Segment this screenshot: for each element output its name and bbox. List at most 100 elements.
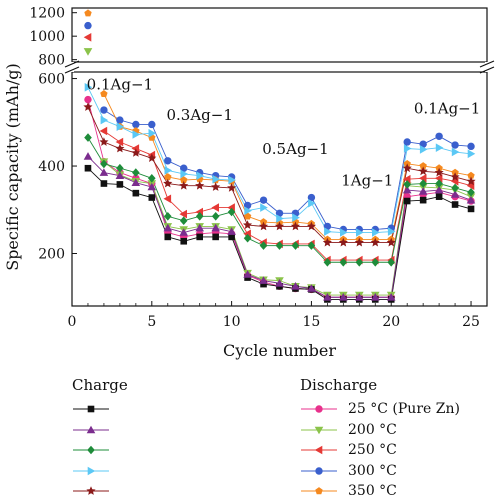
y-tick-label: 1000 [29, 29, 65, 45]
data-point [116, 163, 124, 173]
data-point [83, 102, 93, 111]
data-point [419, 145, 428, 154]
data-point [259, 276, 268, 284]
legend-swatch-marker [315, 487, 323, 495]
rate-annotation: 0.1Ag−1 [414, 100, 480, 118]
data-point [387, 258, 395, 267]
data-point [467, 205, 475, 213]
data-point [435, 193, 443, 200]
axis-break-gap-left [70, 62, 74, 72]
series-segment [439, 187, 456, 191]
data-point [403, 138, 411, 146]
legend-entry [72, 419, 110, 441]
data-point [339, 258, 348, 267]
data-point [259, 241, 268, 250]
data-point [196, 171, 204, 180]
data-point [179, 228, 188, 236]
data-point [116, 122, 125, 131]
data-point [212, 174, 220, 184]
data-point [164, 233, 172, 241]
data-point [306, 221, 316, 231]
data-point [260, 280, 267, 288]
data-point [355, 258, 364, 267]
legend-swatch [301, 487, 337, 495]
series-0-line [87, 99, 472, 298]
series-segment [151, 183, 169, 227]
legend-swatch [301, 466, 337, 475]
data-point [83, 152, 93, 160]
data-point [84, 9, 92, 17]
series-segment [390, 141, 408, 229]
data-point [274, 221, 285, 231]
data-point [340, 228, 348, 237]
legend-swatch [301, 426, 337, 434]
legend-discharge-title: Discharge [300, 376, 378, 394]
data-point [227, 207, 236, 217]
data-point [307, 193, 316, 202]
y-axis-label: Specific capacity (mAh/g) [3, 63, 22, 271]
data-point [291, 241, 300, 250]
x-tick-label: 25 [462, 314, 480, 330]
data-point [164, 166, 173, 175]
data-point [467, 142, 475, 151]
y-tick-label: 1200 [29, 6, 65, 22]
data-point [132, 120, 140, 129]
data-point [195, 180, 205, 190]
data-point [100, 90, 108, 97]
legend-label: 25 °C (Pure Zn) [348, 401, 460, 417]
data-point [355, 293, 364, 301]
legend-entry: 25 °C (Pure Zn) [300, 398, 460, 420]
text-layer: 0 5 10 15 20 25 200 400 600 800 1000 1200 Cycle numb… [3, 6, 480, 360]
data-point [402, 174, 411, 184]
legend-swatch [73, 486, 109, 495]
data-point [403, 180, 411, 189]
y-tick-label: 600 [38, 72, 65, 88]
x-tick-label: 15 [303, 314, 321, 330]
series-segment [87, 99, 105, 162]
data-point [148, 120, 156, 129]
data-point [386, 237, 396, 247]
series-segment [423, 186, 440, 189]
data-point [434, 174, 443, 183]
data-point [132, 168, 140, 177]
legend-swatch [73, 445, 109, 455]
data-point [99, 126, 108, 136]
data-point [147, 153, 157, 162]
series-3-points [84, 21, 475, 234]
data-point [243, 270, 252, 278]
data-point [100, 106, 108, 114]
data-point [372, 228, 380, 237]
legend-swatch-marker [314, 445, 323, 455]
axis-break-gap-right [485, 62, 489, 72]
data-point [308, 198, 316, 208]
data-point [403, 144, 412, 153]
legend-entry [72, 460, 110, 482]
legend-swatch-marker [315, 466, 323, 475]
y-tick-label: 800 [38, 53, 65, 69]
data-point [84, 164, 92, 172]
data-point [466, 195, 476, 204]
data-point [450, 172, 460, 181]
series-segment [87, 87, 105, 121]
legend-swatch [301, 405, 337, 413]
data-point [259, 196, 268, 204]
data-point [163, 223, 173, 232]
legend-entry: 350 °C [300, 480, 397, 502]
data-point [180, 176, 188, 184]
rate-annotation: 0.5Ag−1 [262, 140, 328, 158]
data-point [418, 174, 427, 183]
x-tick-label: 20 [382, 314, 400, 330]
data-point [211, 182, 221, 191]
data-point [419, 162, 427, 170]
data-point [386, 293, 396, 301]
legend-swatch-marker [314, 426, 324, 434]
data-point [179, 216, 188, 225]
data-point [354, 237, 364, 247]
legend-label: 350 °C [348, 483, 397, 499]
data-point [195, 223, 204, 232]
data-point [451, 201, 459, 208]
x-tick-label: 0 [68, 314, 77, 330]
data-point [83, 33, 92, 42]
data-point [356, 228, 364, 237]
data-point [402, 185, 412, 194]
